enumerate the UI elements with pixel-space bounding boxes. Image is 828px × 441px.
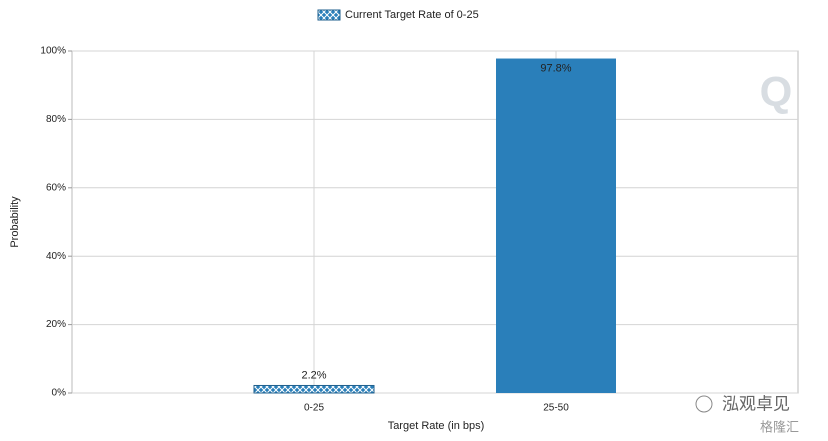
value-label: 2.2% bbox=[301, 369, 326, 381]
y-tick-label: 60% bbox=[46, 182, 66, 193]
watermark-source: 格隆汇 bbox=[760, 419, 799, 434]
legend-swatch bbox=[317, 9, 341, 21]
x-tick-label: 0-25 bbox=[304, 403, 324, 414]
wechat-icon bbox=[695, 395, 713, 413]
plot-frame bbox=[71, 50, 799, 394]
y-tick-label: 80% bbox=[46, 114, 66, 125]
y-tick-label: 40% bbox=[46, 251, 66, 262]
y-axis-label: Probability bbox=[9, 196, 21, 248]
bar bbox=[496, 58, 616, 394]
x-tick-label: 25-50 bbox=[543, 403, 569, 414]
y-tick-label: 20% bbox=[46, 319, 66, 330]
watermark-text: 泓观卓见 bbox=[722, 394, 790, 413]
y-tick-label: 0% bbox=[52, 388, 67, 399]
y-tick-label: 100% bbox=[40, 46, 66, 57]
x-axis-label: Target Rate (in bps) bbox=[388, 420, 485, 432]
legend-label: Current Target Rate of 0-25 bbox=[345, 9, 479, 21]
watermark-logo: Q bbox=[760, 68, 793, 115]
bar bbox=[253, 384, 375, 394]
value-label: 97.8% bbox=[540, 62, 571, 74]
